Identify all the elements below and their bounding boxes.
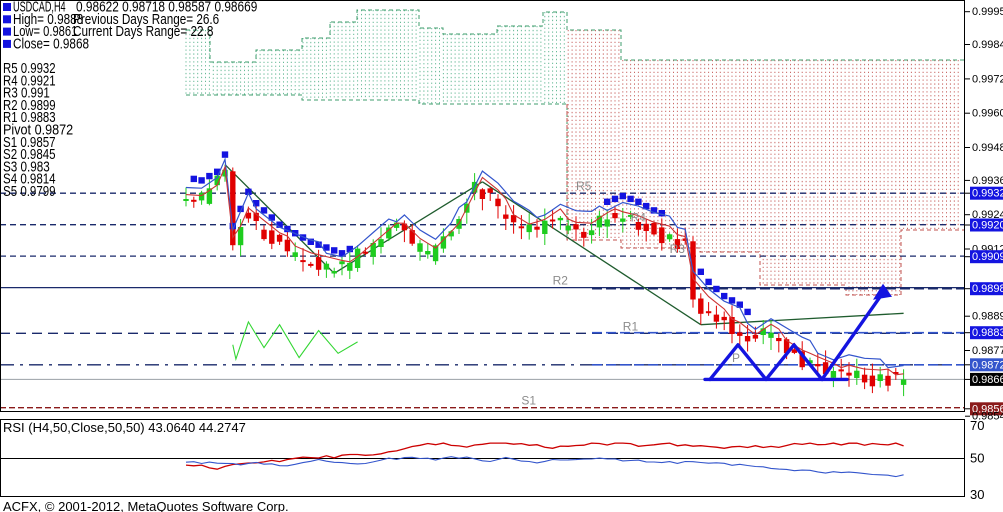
svg-text:30: 30 [970, 487, 984, 502]
svg-text:RSI (H4,50,Close,50,50) 43.064: RSI (H4,50,Close,50,50) 43.0640 44.2747 [3, 420, 246, 435]
svg-text:50: 50 [970, 451, 984, 466]
svg-text:70: 70 [970, 418, 984, 433]
svg-text:Close= 0.9868: Close= 0.9868 [13, 36, 89, 52]
svg-text:0.99209: 0.99209 [972, 220, 1003, 232]
svg-text:0.99365: 0.99365 [972, 175, 1003, 187]
svg-text:0.98986: 0.98986 [972, 283, 1003, 295]
svg-text:0.99098: 0.99098 [972, 251, 1003, 263]
svg-text:S1: S1 [521, 394, 536, 408]
svg-text:0.99955: 0.99955 [972, 6, 1003, 18]
svg-text:0.98832: 0.98832 [972, 327, 1003, 339]
svg-text:P: P [732, 351, 740, 365]
svg-text:R4: R4 [631, 211, 647, 225]
svg-text:R5: R5 [576, 179, 592, 193]
svg-text:0.98669: 0.98669 [972, 374, 1003, 386]
svg-text:R1: R1 [623, 319, 639, 333]
svg-text:R3: R3 [670, 242, 686, 256]
svg-text:Current Days Range= 22.8: Current Days Range= 22.8 [73, 24, 213, 40]
svg-text:ACFX, © 2001-2012, MetaQuotes: ACFX, © 2001-2012, MetaQuotes Software C… [3, 499, 289, 512]
svg-text:R2: R2 [553, 274, 569, 288]
svg-text:S5 0.9799: S5 0.9799 [3, 184, 56, 200]
